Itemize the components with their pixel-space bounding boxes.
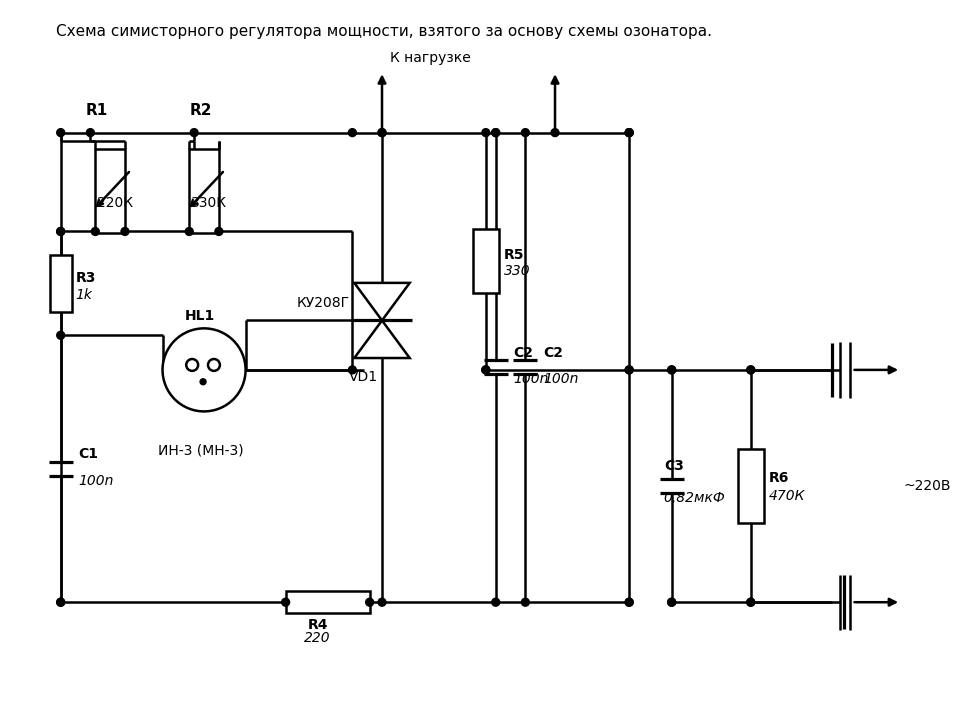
Circle shape: [625, 129, 634, 137]
Circle shape: [747, 366, 755, 374]
Text: C2: C2: [543, 346, 564, 359]
Text: R4: R4: [307, 618, 328, 632]
Circle shape: [747, 366, 755, 374]
Circle shape: [492, 598, 499, 606]
Polygon shape: [354, 320, 410, 358]
Circle shape: [482, 129, 490, 137]
Circle shape: [668, 598, 676, 606]
Circle shape: [482, 366, 490, 374]
Circle shape: [747, 598, 755, 606]
Text: R1: R1: [85, 103, 108, 118]
Circle shape: [121, 228, 129, 235]
Circle shape: [91, 228, 99, 235]
Circle shape: [200, 379, 206, 384]
Circle shape: [625, 129, 634, 137]
Bar: [738, 449, 763, 523]
Text: Схема симисторного регулятора мощности, взятого за основу схемы озонатора.: Схема симисторного регулятора мощности, …: [56, 24, 711, 39]
Circle shape: [57, 598, 64, 606]
Circle shape: [57, 598, 64, 606]
Text: C1: C1: [79, 447, 99, 461]
Text: R6: R6: [769, 471, 789, 485]
Text: 470К: 470К: [769, 489, 805, 503]
Circle shape: [162, 328, 246, 411]
Circle shape: [492, 129, 499, 137]
Text: К нагрузке: К нагрузке: [390, 51, 470, 66]
Text: ИН-3 (МН-3): ИН-3 (МН-3): [157, 443, 243, 457]
Text: VD1: VD1: [349, 370, 378, 384]
Text: 100n: 100n: [543, 372, 579, 386]
Text: 220: 220: [304, 631, 331, 645]
Circle shape: [348, 366, 356, 374]
Bar: [189, 149, 219, 233]
Circle shape: [57, 228, 64, 235]
Circle shape: [86, 129, 94, 137]
Circle shape: [668, 598, 676, 606]
Circle shape: [521, 598, 529, 606]
Text: КУ208Г: КУ208Г: [297, 296, 349, 310]
Circle shape: [625, 366, 634, 374]
Circle shape: [668, 366, 676, 374]
Circle shape: [492, 129, 499, 137]
Text: 100n: 100n: [79, 474, 114, 487]
Circle shape: [378, 129, 386, 137]
Circle shape: [186, 359, 198, 371]
Text: C3: C3: [663, 459, 684, 473]
Text: 220К: 220К: [97, 196, 133, 210]
Circle shape: [625, 598, 634, 606]
Text: C2: C2: [514, 346, 534, 359]
Text: ~220В: ~220В: [903, 479, 950, 493]
Circle shape: [521, 129, 529, 137]
Circle shape: [366, 598, 373, 606]
Bar: [286, 591, 370, 613]
Circle shape: [625, 598, 634, 606]
Circle shape: [215, 228, 223, 235]
Text: 100n: 100n: [514, 372, 549, 386]
Text: R5: R5: [504, 248, 524, 262]
Circle shape: [625, 129, 634, 137]
Circle shape: [281, 598, 290, 606]
Text: R3: R3: [76, 271, 96, 285]
Circle shape: [190, 129, 198, 137]
Circle shape: [57, 331, 64, 339]
Polygon shape: [354, 283, 410, 320]
Bar: [473, 229, 498, 293]
Bar: [95, 149, 125, 233]
Circle shape: [57, 228, 64, 235]
Circle shape: [668, 366, 676, 374]
Circle shape: [378, 598, 386, 606]
Circle shape: [747, 598, 755, 606]
Text: 1k: 1k: [76, 288, 92, 302]
Text: 330: 330: [504, 264, 530, 278]
Circle shape: [551, 129, 559, 137]
Circle shape: [378, 129, 386, 137]
Circle shape: [482, 366, 490, 374]
Bar: [50, 255, 72, 312]
Text: R2: R2: [189, 103, 212, 118]
Circle shape: [185, 228, 193, 235]
Text: 330К: 330К: [191, 196, 228, 210]
Text: 0,82мкФ: 0,82мкФ: [663, 491, 726, 505]
Circle shape: [208, 359, 220, 371]
Circle shape: [57, 129, 64, 137]
Text: HL1: HL1: [184, 310, 214, 323]
Circle shape: [625, 366, 634, 374]
Circle shape: [348, 129, 356, 137]
